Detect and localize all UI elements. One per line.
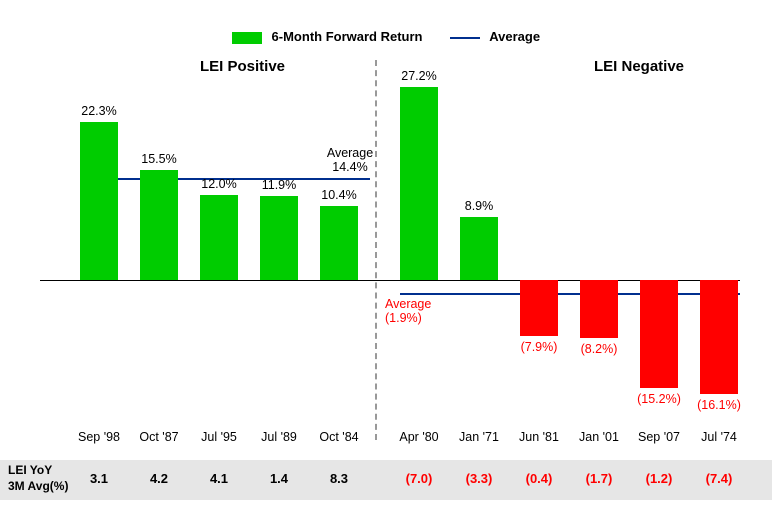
bar: [460, 217, 498, 280]
table-cell: (3.3): [449, 471, 509, 486]
chart-area: Average 14.4% Average (1.9%) 22.3%15.5%1…: [40, 60, 740, 440]
average-label-left-line2: 14.4%: [332, 160, 367, 174]
average-label-right-line2: (1.9%): [385, 311, 422, 325]
x-axis-label: Oct '87: [129, 430, 189, 444]
bar: [320, 206, 358, 280]
x-axis-label: Apr '80: [389, 430, 449, 444]
bar: [80, 122, 118, 280]
table-cell: (0.4): [509, 471, 569, 486]
bar-value-label: (7.9%): [509, 340, 569, 354]
bar-value-label: 27.2%: [389, 69, 449, 83]
bar-value-label: 11.9%: [249, 178, 309, 192]
bar: [400, 87, 438, 280]
baseline-axis: [40, 280, 740, 281]
bar-value-label: (16.1%): [689, 398, 749, 412]
bar-value-label: (15.2%): [629, 392, 689, 406]
panel-divider: [375, 60, 377, 440]
bar: [700, 280, 738, 394]
bar-value-label: 12.0%: [189, 177, 249, 191]
table-cell: 8.3: [309, 471, 369, 486]
x-axis-label: Jan '01: [569, 430, 629, 444]
bar-value-label: (8.2%): [569, 342, 629, 356]
average-label-left: Average 14.4%: [320, 146, 380, 174]
bar-value-label: 10.4%: [309, 188, 369, 202]
x-axis-label: Oct '84: [309, 430, 369, 444]
x-axis-label: Jan '71: [449, 430, 509, 444]
legend-swatch-icon: [232, 32, 262, 44]
bar: [260, 196, 298, 280]
x-axis-label: Sep '98: [69, 430, 129, 444]
x-axis-label: Jul '95: [189, 430, 249, 444]
table-cell: (1.7): [569, 471, 629, 486]
table-cell: (7.4): [689, 471, 749, 486]
bar-value-label: 8.9%: [449, 199, 509, 213]
legend-item-average: Average: [450, 29, 540, 44]
table-cell: (1.2): [629, 471, 689, 486]
table-cell: (7.0): [389, 471, 449, 486]
bar-value-label: 15.5%: [129, 152, 189, 166]
average-label-left-line1: Average: [327, 146, 373, 160]
bar: [520, 280, 558, 336]
x-axis-label: Sep '07: [629, 430, 689, 444]
chart-container: 6-Month Forward Return Average LEI Posit…: [0, 0, 772, 525]
average-label-right: Average (1.9%): [385, 297, 431, 325]
bar-value-label: 22.3%: [69, 104, 129, 118]
table-cell: 1.4: [249, 471, 309, 486]
bar: [640, 280, 678, 388]
legend-label-average: Average: [489, 29, 540, 44]
table-cell: 3.1: [69, 471, 129, 486]
bar: [200, 195, 238, 280]
table-header: LEI YoY 3M Avg(%): [8, 463, 70, 494]
x-axis-label: Jun '81: [509, 430, 569, 444]
legend-label-series: 6-Month Forward Return: [272, 29, 423, 44]
data-table-row: LEI YoY 3M Avg(%) 3.14.24.11.48.3 (7.0)(3…: [0, 460, 772, 500]
bar: [140, 170, 178, 280]
legend-item-series: 6-Month Forward Return: [232, 29, 423, 44]
table-cell: 4.2: [129, 471, 189, 486]
legend: 6-Month Forward Return Average: [0, 28, 772, 44]
legend-line-icon: [450, 37, 480, 39]
average-label-right-line1: Average: [385, 297, 431, 311]
x-axis-label: Jul '74: [689, 430, 749, 444]
table-cell: 4.1: [189, 471, 249, 486]
average-line-right: [400, 293, 740, 295]
x-axis-label: Jul '89: [249, 430, 309, 444]
bar: [580, 280, 618, 338]
